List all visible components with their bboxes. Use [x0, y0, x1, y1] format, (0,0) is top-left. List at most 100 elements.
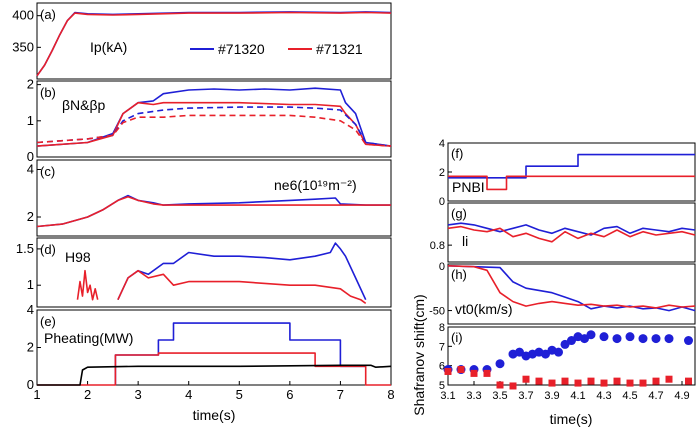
panel-f-ytick-label: 2	[439, 167, 445, 179]
panel-b-series-red-1	[36, 101, 392, 147]
panel-h-label: (h)	[451, 267, 467, 282]
panel-b-ytick-label: 0	[27, 149, 34, 164]
panel-b-plot: 0 1 2	[27, 77, 392, 164]
panel-e-ytick-label: 2	[27, 340, 34, 355]
panel-i-marker-red-1	[613, 377, 621, 385]
panel-g-plot: 0.8	[430, 222, 696, 252]
panel-i-xtick-label: 3.7	[518, 390, 533, 402]
panel-e-series-blue-0	[114, 322, 366, 385]
panel-d-series-blue-0	[117, 242, 367, 301]
panel-e-xtick-label: 1	[33, 387, 40, 402]
panel-d-ytick-label: 1	[27, 277, 34, 292]
panel-i-marker-red-1	[685, 377, 692, 385]
panel-i-marker-blue-0	[599, 332, 609, 342]
panel-f-frame	[447, 142, 696, 202]
panel-i-marker-blue-0	[612, 334, 622, 344]
panel-h-series-blue-0	[447, 265, 696, 312]
panel-c-frame	[36, 159, 392, 237]
panel-d-frame	[36, 237, 392, 308]
panel-i-ytick-label: 7	[439, 341, 445, 353]
panel-b-series-blue-2	[36, 106, 392, 147]
legend-label-71320: #71320	[218, 41, 265, 57]
panel-i-label: (i)	[451, 330, 463, 345]
panel-e-xtick-label: 5	[236, 387, 243, 402]
panel-i-xtick-label: 4.9	[674, 390, 689, 402]
panel-i-frame	[447, 326, 696, 386]
panel-c-series-red-1	[36, 196, 391, 228]
panel-h-ytick-label: -50	[429, 306, 445, 318]
panel-i-marker-red-1	[561, 377, 569, 385]
panel-c-ytick-label: 2	[27, 209, 34, 224]
panel-i-marker-blue-0	[515, 347, 524, 357]
panel-i-marker-blue-0	[560, 339, 570, 349]
panel-f-series-red-1	[448, 175, 695, 191]
panel-g-label: (g)	[451, 206, 467, 221]
panel-i-marker-red-1	[522, 375, 530, 383]
panel-i-ytick-label: 6	[439, 361, 445, 373]
panel-e-series-black-2	[37, 364, 392, 386]
panel-d-series-red-2	[117, 269, 367, 305]
vt0-annotation: vt0(km/s)	[455, 301, 513, 317]
panel-i-marker-red-1	[652, 377, 660, 385]
panel-e-xtick-label: 8	[387, 387, 394, 402]
panel-i-marker-red-1	[457, 366, 465, 374]
panel-i-marker-blue-0	[684, 336, 693, 346]
panel-b-ytick-label: 1	[27, 113, 34, 128]
panel-a-label: (a)	[40, 7, 56, 22]
panel-e-label: (e)	[40, 314, 56, 329]
panel-e-xtick-label: 3	[135, 387, 142, 402]
panel-a-series-71321-1	[36, 11, 392, 77]
panel-g-ytick-label: 0.8	[430, 240, 445, 252]
panel-i-marker-blue-0	[580, 334, 589, 344]
li-annotation: li	[462, 233, 468, 249]
panel-f-label: (f)	[451, 146, 463, 161]
panel-i-marker-blue-0	[586, 330, 596, 340]
panel-i-marker-red-1	[548, 379, 556, 387]
ne6-annotation: ne6(10¹⁹m⁻²)	[274, 177, 357, 193]
legend-label-71321: #71321	[316, 41, 363, 57]
panel-i-xtick-label: 3.1	[440, 390, 455, 402]
panel-i-marker-red-1	[600, 379, 608, 387]
panel-b-label: (b)	[40, 85, 56, 100]
panel-i-xtick-label: 4.3	[596, 390, 611, 402]
panel-f-ytick-label: 4	[439, 138, 445, 150]
panel-h-ytick-label: 0	[439, 261, 445, 273]
beta-annotation: βN&βp	[62, 97, 106, 113]
panel-i-marker-blue-0	[651, 334, 661, 344]
panel-d-ytick-label: 1.5	[16, 241, 34, 256]
pnbi-annotation: PNBI	[452, 179, 485, 195]
panel-g-frame	[447, 202, 696, 263]
panel-i-xtick-label: 3.3	[466, 390, 481, 402]
panel-i-marker-blue-0	[554, 347, 563, 357]
panel-h-frame	[447, 263, 696, 325]
panel-i-marker-red-1	[483, 369, 491, 377]
legend: #71320 #71321	[190, 41, 363, 57]
panel-a-frame	[36, 2, 392, 80]
panel-a-plot: 350 400	[12, 8, 392, 77]
panel-f-ytick-label: 0	[439, 196, 445, 208]
panel-e-xtick-label: 7	[337, 387, 344, 402]
panel-c-ytick-label: 4	[27, 162, 34, 177]
panel-d-plot: 11.5	[16, 241, 367, 305]
panel-e-ytick-label: 0	[27, 377, 34, 392]
panel-i-marker-red-1	[665, 375, 673, 383]
left-x-axis-title: time(s)	[193, 407, 236, 423]
panel-i-ytick-label: 8	[439, 322, 445, 334]
panel-i-marker-blue-0	[625, 332, 635, 342]
panel-e-ytick-label: 4	[27, 302, 34, 317]
panel-b-frame	[36, 80, 392, 158]
panel-i-xtick-label: 4.1	[570, 390, 585, 402]
panel-i-marker-red-1	[444, 367, 452, 375]
panel-i-marker-red-1	[626, 379, 634, 387]
panel-i-marker-blue-0	[664, 334, 674, 344]
panel-i-marker-red-1	[509, 382, 517, 390]
panel-i-marker-blue-0	[495, 359, 505, 369]
panel-c-label: (c)	[40, 164, 55, 179]
panel-i-xtick-label: 4.7	[648, 390, 663, 402]
ip-annotation: Ip(kA)	[90, 39, 127, 55]
panel-a-ytick-label: 350	[12, 39, 34, 54]
panel-i-marker-blue-0	[541, 349, 550, 359]
panel-e-xtick-label: 6	[286, 387, 293, 402]
panel-g-series-blue-0	[447, 222, 696, 236]
